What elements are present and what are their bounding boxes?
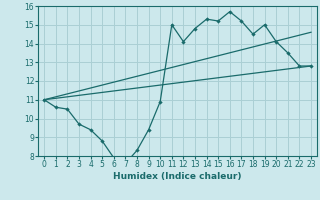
X-axis label: Humidex (Indice chaleur): Humidex (Indice chaleur) [113, 172, 242, 181]
